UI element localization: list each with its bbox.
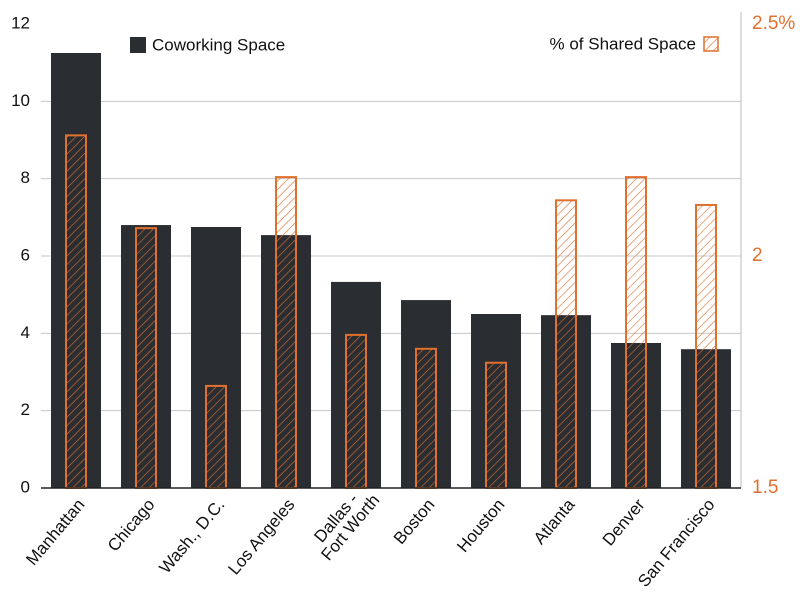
- legend-swatch: [130, 37, 146, 53]
- shared-bar: [135, 227, 157, 489]
- x-tick-label: San Francisco: [634, 495, 718, 590]
- x-tick-label: Houston: [453, 495, 508, 556]
- x-tick-label: Boston: [390, 495, 439, 548]
- x-tick-label: Chicago: [104, 495, 159, 555]
- shared-bar: [275, 176, 297, 489]
- shared-bar: [695, 203, 717, 490]
- shared-bar: [345, 333, 367, 489]
- shared-bar: [555, 199, 577, 489]
- y2-tick-label: 1.5: [752, 477, 778, 498]
- x-tick-label: Atlanta: [530, 495, 579, 548]
- x-tick-label: Denver: [599, 495, 649, 549]
- legend-swatch: [703, 36, 719, 52]
- x-tick-label: Dallas -Fort Worth: [305, 480, 384, 564]
- y2-tick-label: 2.5%: [752, 13, 795, 34]
- y-tick-label: 10: [11, 91, 30, 110]
- shared-bar: [205, 384, 227, 490]
- y2-tick-label: 2: [752, 245, 763, 266]
- shared-bar: [65, 134, 87, 490]
- legend-label: Coworking Space: [152, 35, 285, 54]
- y-tick-label: 2: [21, 400, 30, 419]
- y-tick-label: 4: [21, 323, 30, 342]
- shared-bar: [625, 176, 647, 489]
- x-tick-label: Los Angeles: [224, 495, 298, 578]
- x-tick-label: Manhattan: [22, 495, 88, 569]
- x-tick-label: Wash., D.C.: [155, 495, 228, 577]
- y-tick-label: 0: [21, 477, 30, 496]
- legend-label: % of Shared Space: [550, 34, 696, 53]
- shared-bar: [415, 347, 437, 489]
- y-tick-label: 12: [11, 13, 30, 32]
- y-tick-label: 8: [21, 168, 30, 187]
- shared-bar: [485, 361, 507, 489]
- y-tick-label: 6: [21, 245, 30, 264]
